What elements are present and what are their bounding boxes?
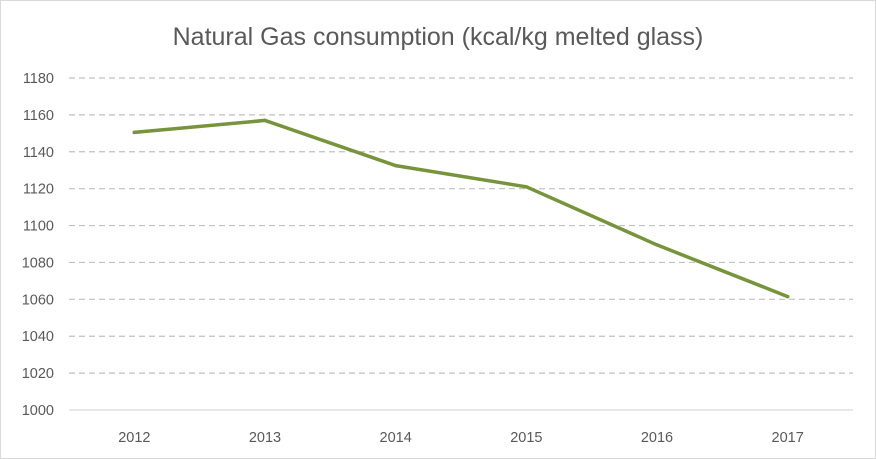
y-tick-label: 1060 <box>22 292 54 308</box>
x-tick-label: 2017 <box>772 430 804 446</box>
data-point-2017 <box>785 294 790 299</box>
x-axis-tick-labels: 2012 2013 2014 2015 2016 2017 <box>118 430 804 446</box>
x-tick-label: 2012 <box>118 430 150 446</box>
y-tick-label: 1160 <box>23 108 54 124</box>
data-point-2014 <box>393 163 398 168</box>
x-tick-label: 2016 <box>641 430 673 446</box>
data-point-2012 <box>132 130 137 135</box>
y-axis-tick-labels: 1000 1020 1040 1060 1080 1100 1120 1140 1160 1180 <box>22 71 54 419</box>
gridlines <box>69 77 853 374</box>
series-lines <box>132 118 790 299</box>
y-tick-label: 1180 <box>23 71 54 87</box>
data-point-2015 <box>524 185 529 189</box>
data-point-2016 <box>655 243 659 247</box>
y-tick-label: 1000 <box>22 403 54 419</box>
data-point-2013 <box>263 118 267 123</box>
y-tick-label: 1120 <box>23 182 54 198</box>
y-tick-label: 1020 <box>22 366 54 382</box>
y-tick-label: 1140 <box>23 145 54 161</box>
y-tick-label: 1040 <box>22 329 54 345</box>
y-tick-label: 1080 <box>22 255 54 271</box>
x-tick-label: 2015 <box>510 430 542 446</box>
x-tick-label: 2013 <box>249 430 281 446</box>
x-tick-label: 2014 <box>380 430 412 446</box>
series-line <box>132 118 790 299</box>
chart-title: Natural Gas consumption (kcal/kg melted … <box>173 23 704 51</box>
y-tick-label: 1100 <box>23 219 54 235</box>
